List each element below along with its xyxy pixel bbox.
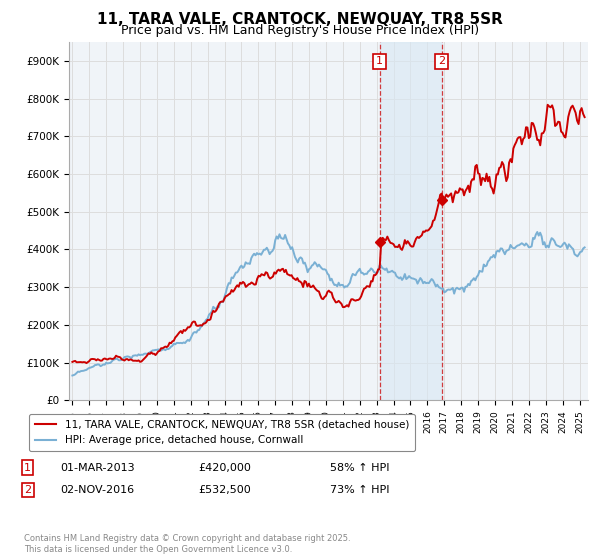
Text: 2: 2 (24, 485, 31, 495)
Text: 02-NOV-2016: 02-NOV-2016 (60, 485, 134, 495)
Text: 01-MAR-2013: 01-MAR-2013 (60, 463, 134, 473)
Text: 1: 1 (376, 57, 383, 66)
Text: 11, TARA VALE, CRANTOCK, NEWQUAY, TR8 5SR: 11, TARA VALE, CRANTOCK, NEWQUAY, TR8 5S… (97, 12, 503, 27)
Text: 58% ↑ HPI: 58% ↑ HPI (330, 463, 389, 473)
Text: Contains HM Land Registry data © Crown copyright and database right 2025.
This d: Contains HM Land Registry data © Crown c… (24, 534, 350, 554)
Text: 73% ↑ HPI: 73% ↑ HPI (330, 485, 389, 495)
Text: £532,500: £532,500 (198, 485, 251, 495)
Legend: 11, TARA VALE, CRANTOCK, NEWQUAY, TR8 5SR (detached house), HPI: Average price, : 11, TARA VALE, CRANTOCK, NEWQUAY, TR8 5S… (29, 414, 415, 451)
Bar (380, 42, 442, 400)
Text: £420,000: £420,000 (198, 463, 251, 473)
Text: 2: 2 (438, 57, 445, 66)
Text: 1: 1 (24, 463, 31, 473)
Text: Price paid vs. HM Land Registry's House Price Index (HPI): Price paid vs. HM Land Registry's House … (121, 24, 479, 37)
